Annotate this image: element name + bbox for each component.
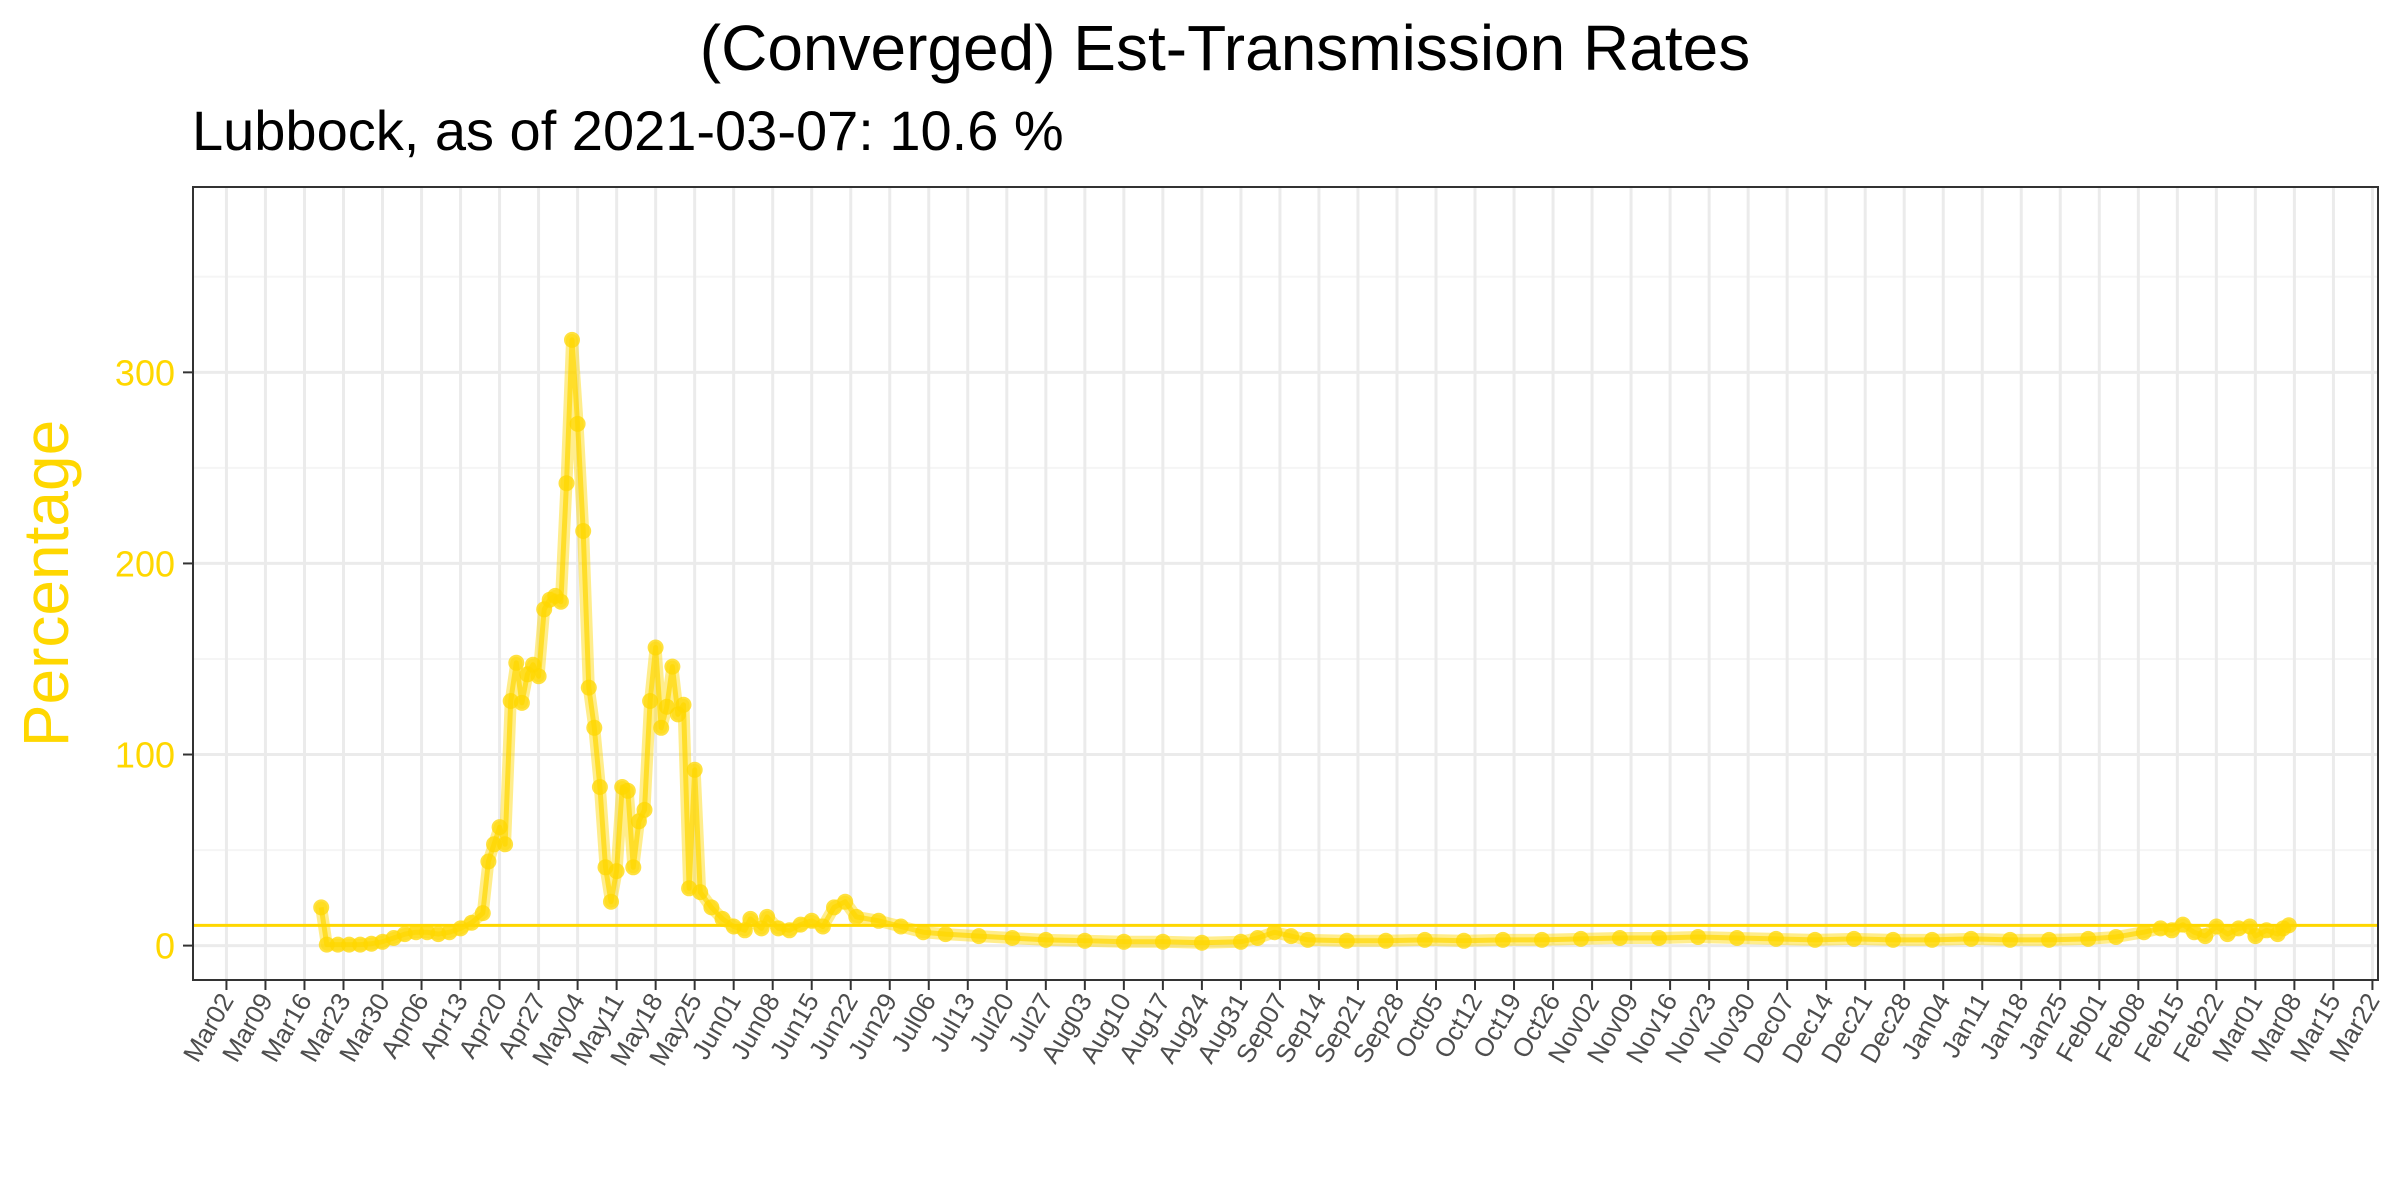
data-point	[848, 908, 865, 925]
data-point	[318, 936, 335, 953]
data-point	[329, 936, 346, 953]
data-point	[1690, 929, 1706, 945]
data-point	[1611, 930, 1628, 946]
chart-title: (Converged) Est-Transmission Rates	[700, 12, 1750, 84]
data-point	[619, 782, 636, 799]
panel-border	[192, 186, 2379, 981]
data-point	[647, 639, 664, 656]
data-point	[508, 654, 525, 671]
data-point	[915, 924, 932, 941]
data-point	[1885, 931, 1902, 948]
data-point	[692, 884, 709, 901]
data-point	[575, 523, 592, 539]
data-point	[1004, 930, 1021, 946]
data-point	[642, 693, 659, 709]
data-point	[2135, 924, 2152, 941]
data-point	[1533, 931, 1550, 948]
data-point	[1299, 931, 1316, 948]
data-point	[1924, 931, 1941, 948]
data-point	[870, 912, 887, 929]
data-point	[1807, 931, 1823, 948]
data-point	[970, 928, 987, 945]
data-point	[759, 908, 776, 925]
data-point	[1729, 930, 1745, 946]
data-point	[664, 658, 681, 675]
data-point	[1768, 930, 1784, 947]
data-point	[814, 918, 831, 935]
data-point	[1455, 932, 1472, 949]
y-axis-label: Percentage	[10, 420, 82, 747]
data-point	[742, 910, 759, 927]
data-point	[1115, 933, 1132, 950]
data-point	[1963, 930, 1980, 947]
data-point	[1154, 933, 1171, 950]
data-point	[2080, 930, 2097, 947]
data-point	[603, 893, 619, 910]
data-point	[2197, 928, 2214, 945]
data-point	[1572, 930, 1589, 947]
data-point	[341, 936, 358, 953]
data-point	[675, 696, 692, 713]
data-point	[2280, 917, 2297, 934]
data-point	[408, 924, 424, 941]
data-point	[2108, 929, 2124, 945]
data-point	[1266, 924, 1283, 941]
data-point	[1416, 931, 1433, 948]
data-point	[591, 779, 608, 795]
data-point	[636, 801, 653, 818]
y-tick-label: 200	[115, 543, 175, 584]
data-point	[530, 668, 547, 685]
data-point	[892, 918, 909, 935]
data-point	[474, 905, 491, 922]
data-point	[714, 910, 731, 927]
grid-layer	[193, 187, 2378, 980]
data-point	[491, 819, 508, 836]
data-point	[1651, 930, 1667, 946]
data-point	[686, 761, 703, 778]
data-point	[513, 694, 530, 711]
panel-background	[193, 187, 2378, 980]
data-point	[486, 836, 502, 853]
data-point	[2002, 931, 2019, 948]
data-point	[569, 415, 586, 432]
data-point	[937, 926, 954, 943]
data-point	[580, 679, 597, 696]
y-tick-label: 0	[155, 926, 175, 967]
data-point	[658, 698, 675, 715]
chart-subtitle: Lubbock, as of 2021-03-07: 10.6 %	[192, 99, 1064, 162]
data-point	[480, 853, 497, 870]
data-point	[463, 914, 480, 931]
data-point	[497, 836, 514, 853]
data-point	[564, 331, 580, 348]
data-point	[1377, 932, 1394, 949]
data-point	[1494, 931, 1511, 948]
data-point	[558, 475, 575, 492]
data-point	[653, 719, 670, 736]
data-point	[1249, 930, 1266, 946]
data-point	[1846, 930, 1862, 947]
data-point	[2041, 931, 2058, 948]
data-point	[2174, 916, 2191, 933]
data-point	[608, 863, 625, 880]
y-tick-label: 300	[115, 352, 175, 393]
data-point	[1037, 931, 1054, 948]
data-point	[552, 593, 569, 610]
series-layer	[313, 331, 2297, 953]
data-point	[1232, 933, 1249, 950]
y-tick-label: 100	[115, 735, 175, 776]
data-point	[1193, 934, 1210, 951]
data-point	[586, 719, 603, 736]
data-point	[1338, 932, 1355, 949]
data-point	[625, 859, 642, 876]
data-point	[313, 899, 330, 916]
data-point	[1076, 932, 1093, 949]
data-point	[837, 893, 854, 910]
data-point	[1283, 928, 1300, 945]
data-point	[703, 899, 720, 916]
